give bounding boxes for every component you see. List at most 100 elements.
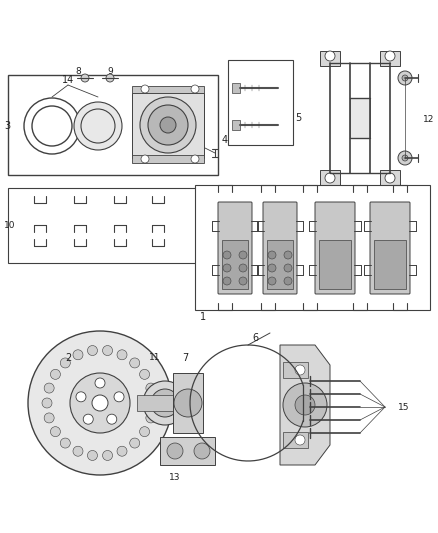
Bar bbox=[195, 185, 430, 310]
Text: 10: 10 bbox=[4, 222, 15, 230]
Circle shape bbox=[325, 173, 335, 183]
Circle shape bbox=[141, 85, 149, 93]
Circle shape bbox=[160, 117, 176, 133]
Circle shape bbox=[191, 155, 199, 163]
Circle shape bbox=[223, 251, 231, 259]
Circle shape bbox=[83, 414, 93, 424]
Circle shape bbox=[402, 75, 408, 81]
Circle shape bbox=[146, 383, 156, 393]
Bar bbox=[320, 170, 340, 185]
Circle shape bbox=[148, 105, 188, 145]
Circle shape bbox=[268, 251, 276, 259]
Text: 1: 1 bbox=[200, 312, 206, 322]
Circle shape bbox=[268, 264, 276, 272]
Circle shape bbox=[28, 331, 172, 475]
Circle shape bbox=[140, 369, 150, 379]
Bar bbox=[160, 437, 215, 465]
Circle shape bbox=[295, 395, 315, 415]
Circle shape bbox=[402, 155, 408, 161]
Circle shape bbox=[174, 389, 202, 417]
FancyBboxPatch shape bbox=[218, 202, 252, 294]
Text: 15: 15 bbox=[398, 402, 410, 411]
Bar bbox=[319, 240, 351, 289]
Bar bbox=[222, 240, 248, 289]
Text: 14: 14 bbox=[62, 75, 74, 85]
Circle shape bbox=[60, 438, 70, 448]
Circle shape bbox=[70, 373, 130, 433]
Circle shape bbox=[74, 102, 122, 150]
Circle shape bbox=[284, 277, 292, 285]
Circle shape bbox=[239, 277, 247, 285]
Bar bbox=[8, 75, 218, 175]
Bar bbox=[132, 93, 204, 158]
Text: 13: 13 bbox=[169, 473, 181, 482]
Bar bbox=[380, 51, 400, 66]
Circle shape bbox=[102, 450, 113, 461]
Circle shape bbox=[60, 358, 70, 368]
Circle shape bbox=[385, 173, 395, 183]
Text: 4: 4 bbox=[222, 135, 228, 145]
Circle shape bbox=[107, 414, 117, 424]
Circle shape bbox=[73, 350, 83, 360]
Bar bbox=[350, 98, 370, 138]
Text: 7: 7 bbox=[182, 353, 188, 363]
Circle shape bbox=[223, 264, 231, 272]
Text: 6: 6 bbox=[252, 333, 258, 343]
Circle shape bbox=[130, 438, 140, 448]
Circle shape bbox=[239, 251, 247, 259]
Circle shape bbox=[148, 398, 158, 408]
Circle shape bbox=[239, 264, 247, 272]
Text: 5: 5 bbox=[295, 113, 301, 123]
Circle shape bbox=[44, 413, 54, 423]
Bar bbox=[132, 155, 204, 163]
Circle shape bbox=[398, 71, 412, 85]
Circle shape bbox=[81, 74, 89, 82]
Bar bbox=[173, 373, 203, 433]
Circle shape bbox=[140, 97, 196, 153]
Circle shape bbox=[159, 397, 171, 409]
Circle shape bbox=[398, 151, 412, 165]
Circle shape bbox=[106, 74, 114, 82]
Circle shape bbox=[143, 381, 187, 425]
Circle shape bbox=[283, 383, 327, 427]
Text: 12: 12 bbox=[423, 115, 434, 124]
Circle shape bbox=[50, 369, 60, 379]
Bar bbox=[232, 120, 240, 130]
Circle shape bbox=[88, 450, 98, 461]
Circle shape bbox=[191, 85, 199, 93]
Circle shape bbox=[50, 426, 60, 437]
Circle shape bbox=[130, 358, 140, 368]
Circle shape bbox=[284, 264, 292, 272]
Bar bbox=[8, 188, 198, 263]
Bar bbox=[228, 60, 293, 145]
Bar bbox=[137, 395, 193, 411]
FancyBboxPatch shape bbox=[315, 202, 355, 294]
Circle shape bbox=[325, 51, 335, 61]
Text: 8: 8 bbox=[75, 67, 81, 76]
Circle shape bbox=[295, 435, 305, 445]
Bar bbox=[380, 170, 400, 185]
Circle shape bbox=[295, 365, 305, 375]
Circle shape bbox=[141, 155, 149, 163]
Circle shape bbox=[95, 378, 105, 388]
Bar bbox=[283, 432, 308, 448]
Circle shape bbox=[42, 398, 52, 408]
Circle shape bbox=[194, 443, 210, 459]
Circle shape bbox=[167, 443, 183, 459]
Circle shape bbox=[114, 392, 124, 402]
Bar bbox=[320, 51, 340, 66]
Circle shape bbox=[44, 383, 54, 393]
Polygon shape bbox=[280, 345, 330, 465]
Circle shape bbox=[146, 413, 156, 423]
Bar bbox=[374, 240, 406, 289]
Circle shape bbox=[117, 446, 127, 456]
Circle shape bbox=[284, 251, 292, 259]
FancyBboxPatch shape bbox=[370, 202, 410, 294]
Circle shape bbox=[88, 345, 98, 356]
Circle shape bbox=[117, 350, 127, 360]
Bar bbox=[132, 86, 204, 93]
Text: 11: 11 bbox=[149, 353, 161, 362]
Circle shape bbox=[76, 392, 86, 402]
Text: 3: 3 bbox=[4, 121, 10, 131]
Bar bbox=[283, 362, 308, 378]
